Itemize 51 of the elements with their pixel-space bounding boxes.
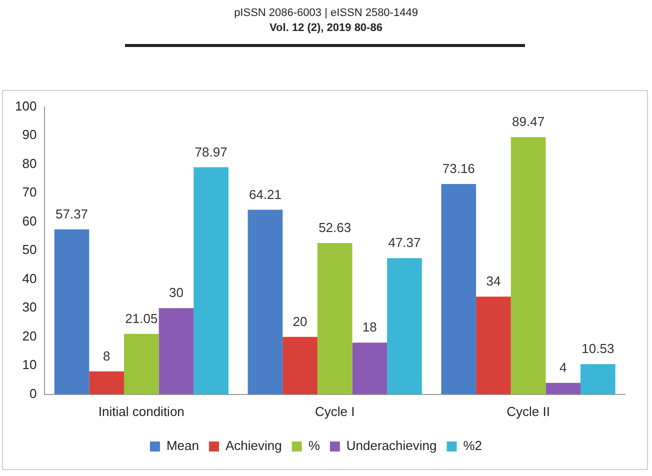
bar: [510, 137, 546, 394]
data-label: 73.16: [442, 161, 475, 176]
y-tick-label: 10: [22, 357, 37, 372]
bar: [317, 243, 352, 394]
y-tick-label: 0: [29, 386, 37, 401]
data-label: 20: [292, 314, 308, 329]
data-label: 30: [168, 285, 184, 300]
x-tick-label: Cycle I: [314, 404, 355, 419]
x-tick-label: Initial condition: [98, 404, 184, 419]
bar: [580, 364, 616, 394]
data-label: 18: [362, 320, 377, 335]
bar: [248, 210, 283, 394]
data-label: 34: [486, 274, 501, 289]
y-tick-label: 60: [22, 213, 37, 228]
bar: [282, 336, 318, 394]
data-label: 52.63: [318, 220, 352, 236]
bar: [54, 229, 90, 394]
legend-label: Mean: [166, 438, 199, 454]
y-tick-label: 30: [22, 300, 37, 315]
y-tick-label: 70: [22, 184, 37, 200]
data-label: 21.05: [125, 310, 158, 326]
bar: [352, 342, 388, 394]
bar: [387, 258, 422, 394]
data-label: 64.21: [248, 186, 282, 202]
bar: [546, 382, 581, 394]
bar: [441, 184, 476, 394]
y-tick-label: 90: [22, 127, 37, 142]
bar: [89, 371, 124, 394]
bar: [194, 167, 228, 394]
data-label: 57.37: [56, 206, 88, 222]
y-tick-label: 100: [14, 98, 37, 114]
data-label: 89.47: [512, 114, 545, 130]
data-label: 78.97: [194, 144, 228, 160]
data-label: 10.53: [582, 341, 614, 356]
text: Vol. 12 (2), 2019 80-86: [268, 21, 384, 36]
y-tick-label: 20: [22, 328, 37, 344]
legend-label: %: [308, 438, 320, 454]
legend-label: %2: [463, 438, 482, 454]
bar: [476, 296, 511, 394]
legend-label: Underachieving: [346, 438, 437, 454]
x-tick-label: Cycle II: [506, 404, 550, 419]
text: pISSN 2086-6003 | eISSN 2580-1449: [233, 6, 419, 21]
data-label: 8: [102, 348, 110, 364]
y-tick-label: 50: [22, 242, 37, 258]
bar: [124, 334, 159, 394]
legend-label: Achieving: [225, 438, 282, 454]
y-tick-label: 80: [22, 156, 37, 171]
data-label: 4: [559, 360, 567, 375]
y-tick-label: 40: [22, 270, 37, 286]
data-label: 47.37: [388, 235, 421, 250]
bar: [158, 308, 194, 394]
